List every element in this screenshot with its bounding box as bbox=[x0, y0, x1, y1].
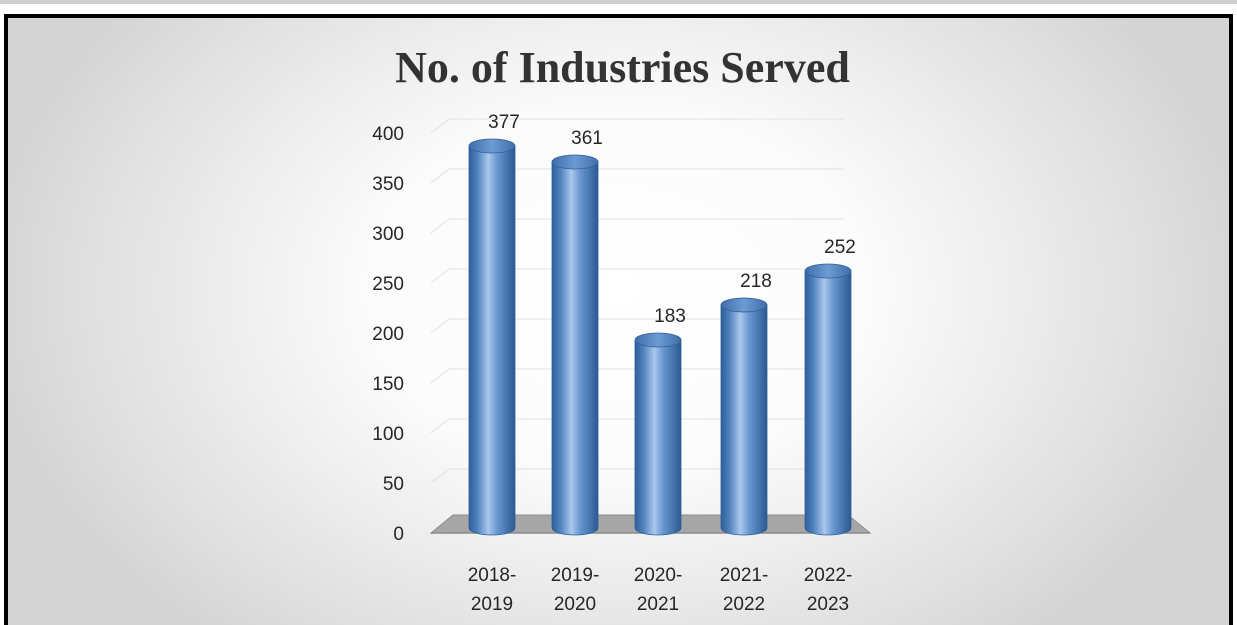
data-labels: 377 361 183 218 252 bbox=[488, 112, 856, 327]
bar-chart: 0 50 100 150 200 250 300 350 400 377 361 183 218 252… bbox=[372, 112, 872, 615]
x-tick-label: 2021 bbox=[637, 594, 679, 615]
bar bbox=[804, 270, 852, 536]
bar-cap bbox=[468, 138, 516, 154]
bar-cap bbox=[551, 154, 599, 170]
x-tick-label: 2022- bbox=[804, 565, 853, 586]
y-axis: 0 50 100 150 200 250 300 350 400 bbox=[372, 124, 404, 545]
bar-cap bbox=[720, 297, 768, 313]
data-label: 252 bbox=[824, 237, 856, 258]
gridline-side bbox=[430, 318, 450, 334]
y-tick-label: 250 bbox=[372, 274, 404, 295]
x-tick-label: 2020- bbox=[634, 565, 683, 586]
x-tick-label: 2020 bbox=[554, 594, 596, 615]
y-tick-label: 200 bbox=[372, 324, 404, 345]
y-tick-label: 150 bbox=[372, 374, 404, 395]
x-tick-label: 2021- bbox=[720, 565, 769, 586]
x-tick-label: 2022 bbox=[723, 594, 765, 615]
data-label: 377 bbox=[488, 112, 520, 133]
gridline-side bbox=[430, 418, 450, 434]
data-label: 361 bbox=[571, 128, 603, 149]
data-label: 183 bbox=[654, 306, 686, 327]
y-tick-label: 50 bbox=[383, 474, 404, 495]
y-tick-label: 100 bbox=[372, 424, 404, 445]
data-label: 218 bbox=[740, 271, 772, 292]
x-tick-label: 2019 bbox=[471, 594, 513, 615]
y-tick-label: 350 bbox=[372, 174, 404, 195]
chart-panel: No. of Industries Served 0 50 100 150 200 250… bbox=[4, 14, 1233, 625]
bar bbox=[468, 145, 516, 536]
y-tick-label: 400 bbox=[372, 124, 404, 145]
x-tick-label: 2023 bbox=[807, 594, 849, 615]
bar bbox=[634, 339, 682, 536]
gridline-side bbox=[430, 168, 450, 184]
chart-title: No. of Industries Served bbox=[395, 43, 850, 92]
bar-cap bbox=[634, 332, 682, 348]
gridline-side bbox=[430, 368, 450, 384]
x-axis: 2018- 2019 2019- 2020 2020- 2021 2021- 2022 2022… bbox=[468, 565, 853, 615]
gridline-side bbox=[430, 218, 450, 234]
gridline-side bbox=[430, 118, 450, 134]
bar bbox=[551, 161, 599, 536]
bar bbox=[720, 304, 768, 536]
bars bbox=[468, 138, 852, 536]
bar-cap bbox=[804, 263, 852, 279]
y-tick-label: 300 bbox=[372, 224, 404, 245]
x-tick-label: 2018- bbox=[468, 565, 517, 586]
x-tick-label: 2019- bbox=[551, 565, 600, 586]
y-tick-label: 0 bbox=[393, 524, 404, 545]
gridline-side bbox=[430, 268, 450, 284]
gridline-side bbox=[430, 468, 450, 484]
